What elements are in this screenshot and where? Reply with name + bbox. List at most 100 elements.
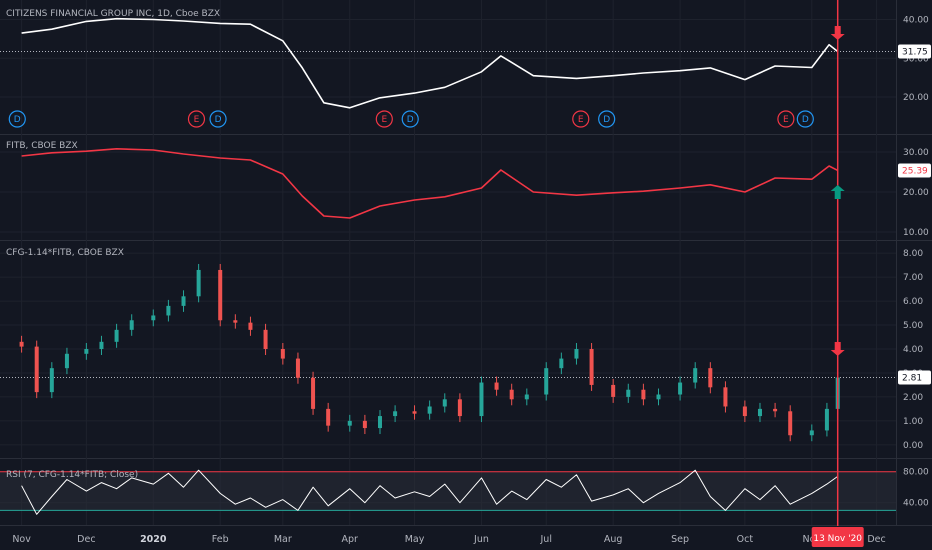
fitb-pane-label: FITB, CBOE BZX <box>6 141 78 151</box>
spread-candle[interactable] <box>233 320 238 323</box>
cfg-series-line[interactable] <box>21 17 839 109</box>
event-badge-letter: D <box>14 115 21 125</box>
y-tick-label: 40.00 <box>903 16 929 26</box>
spread-candle[interactable] <box>218 269 223 321</box>
x-tick-label: Sep <box>671 534 689 545</box>
spread-candle[interactable] <box>114 329 119 342</box>
spread-candle[interactable] <box>64 353 69 369</box>
last-value-tag <box>898 44 931 59</box>
dividend-badge[interactable] <box>401 110 419 128</box>
spread-candle[interactable] <box>742 406 747 417</box>
spread-candle[interactable] <box>129 320 134 330</box>
y-tick-label: 4.00 <box>903 345 923 355</box>
event-badge-letter: D <box>407 115 414 125</box>
y-tick-label: 20.00 <box>903 188 929 198</box>
spread-candle[interactable] <box>196 269 201 297</box>
y-tick-label: 6.00 <box>903 297 923 307</box>
spread-candle[interactable] <box>49 368 54 393</box>
spread-candle[interactable] <box>377 416 382 429</box>
spread-candle[interactable] <box>708 368 713 388</box>
spread-candle[interactable] <box>442 399 447 407</box>
spread-candle[interactable] <box>19 341 24 347</box>
spread-candle[interactable] <box>641 389 646 400</box>
y-tick-label: 30.00 <box>903 54 929 64</box>
spread-candle[interactable] <box>311 377 316 409</box>
earnings-badge[interactable] <box>375 110 393 128</box>
spread-candle[interactable] <box>295 358 300 378</box>
spread-candle[interactable] <box>393 411 398 417</box>
dividend-badge[interactable] <box>796 110 814 128</box>
spread-candle[interactable] <box>544 368 549 395</box>
spread-candle[interactable] <box>611 384 616 397</box>
spread-candle[interactable] <box>34 346 39 393</box>
dividend-badge[interactable] <box>8 110 26 128</box>
spread-candle[interactable] <box>151 315 156 321</box>
spread-candle[interactable] <box>773 408 778 412</box>
spread-candle[interactable] <box>559 358 564 369</box>
spread-candle[interactable] <box>362 420 367 429</box>
spread-pane-label: CFG-1.14*FITB, CBOE BZX <box>6 248 124 258</box>
fitb-series-line[interactable] <box>21 148 839 219</box>
earnings-badge[interactable] <box>777 110 795 128</box>
x-tick-label: Oct <box>737 534 754 545</box>
earnings-badge[interactable] <box>572 110 590 128</box>
spread-candle[interactable] <box>494 382 499 390</box>
rsi-band-fill <box>0 471 896 511</box>
x-tick-label: Feb <box>212 534 229 545</box>
spread-candle[interactable] <box>412 411 417 414</box>
y-tick-label: 8.00 <box>903 249 923 259</box>
spread-candle[interactable] <box>574 349 579 359</box>
spread-candle[interactable] <box>723 387 728 407</box>
y-tick-label: 20.00 <box>903 93 929 103</box>
y-tick-label: 5.00 <box>903 321 923 331</box>
spread-candle[interactable] <box>263 329 268 349</box>
spread-candle[interactable] <box>824 408 829 431</box>
crosshair: 13 Nov '20 <box>811 0 864 547</box>
spread-candle[interactable] <box>166 305 171 316</box>
price-scales[interactable]: 40.00 30.00 20.00 30.00 20.00 10.00 8.00 7.00 6.… <box>898 16 931 509</box>
earnings-badge[interactable] <box>187 110 206 128</box>
spread-candle[interactable] <box>326 408 331 426</box>
series-layer <box>19 17 840 515</box>
spread-candle[interactable] <box>693 368 698 383</box>
spread-candle[interactable] <box>99 341 104 349</box>
x-tick-label: Jun <box>473 534 489 545</box>
spread-candle[interactable] <box>809 430 814 436</box>
spread-candle[interactable] <box>84 349 89 354</box>
spread-candle[interactable] <box>280 349 285 359</box>
y-tick-label: 30.00 <box>903 148 929 158</box>
dividend-badge[interactable] <box>598 110 616 128</box>
spread-candle[interactable] <box>656 394 661 400</box>
x-tick-label: Mar <box>274 534 292 545</box>
spread-candle[interactable] <box>509 389 514 400</box>
spread-candle[interactable] <box>678 382 683 395</box>
y-tick-label: 10.00 <box>903 228 929 238</box>
spread-candle[interactable] <box>524 394 529 400</box>
spread-candle[interactable] <box>788 411 793 436</box>
last-value-text: 2.81 <box>902 374 922 384</box>
spread-candle[interactable] <box>589 349 594 385</box>
spread-candle[interactable] <box>626 389 631 397</box>
rsi-series-line[interactable] <box>21 469 838 515</box>
dividend-badge[interactable] <box>209 110 227 128</box>
spread-candle[interactable] <box>347 420 352 426</box>
spread-candle[interactable] <box>427 406 432 414</box>
spread-candle[interactable] <box>248 322 253 330</box>
spread-candle[interactable] <box>181 296 186 306</box>
x-tick-label: May <box>405 534 425 545</box>
x-tick-label: Nov <box>12 534 31 545</box>
last-value-text: 25.39 <box>902 166 928 176</box>
event-badge-letter: E <box>783 115 789 125</box>
y-tick-label: 0.00 <box>903 441 923 451</box>
x-tick-label: 2020 <box>140 534 167 545</box>
spread-candle[interactable] <box>757 408 762 417</box>
arrow-down-marker <box>830 26 845 40</box>
y-tick-label: 1.00 <box>903 417 923 427</box>
cfg-pane-label: CITIZENS FINANCIAL GROUP INC, 1D, Cboe B… <box>6 9 220 19</box>
spread-candle[interactable] <box>479 382 484 417</box>
spread-candle[interactable] <box>457 399 462 417</box>
